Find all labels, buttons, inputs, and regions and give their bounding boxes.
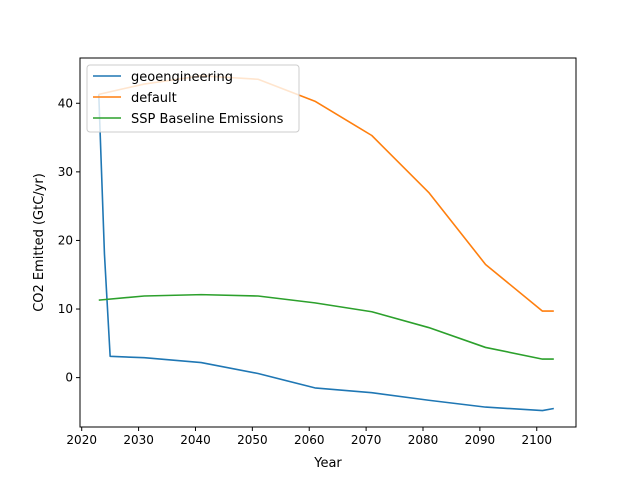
y-tick-label: 0 (65, 371, 73, 385)
x-axis-label: Year (313, 456, 342, 471)
x-tick-label: 2060 (294, 433, 325, 447)
plot-frame (79, 57, 577, 428)
legend-label-0: geoengineering (131, 70, 233, 85)
x-tick-label: 2100 (521, 433, 552, 447)
x-tick-label: 2080 (408, 433, 439, 447)
series-line-0 (97, 94, 554, 412)
legend-box (86, 64, 300, 133)
x-tick-label: 2070 (351, 433, 382, 447)
x-axis-ticks: 2020 2030 2040 2050 2060 2070 2080 2090 2100 (66, 427, 552, 447)
x-tick-label: 2090 (465, 433, 496, 447)
legend-label-2: SSP Baseline Emissions (131, 112, 284, 127)
x-tick-label: 2050 (237, 433, 268, 447)
y-tick-label: 40 (58, 96, 73, 110)
legend-label-1: default (131, 91, 177, 106)
series-line-2 (98, 293, 554, 360)
x-tick-label: 2030 (123, 433, 154, 447)
y-axis-label: CO2 Emitted (GtC/yr) (32, 173, 47, 312)
y-tick-label: 20 (58, 233, 73, 247)
x-tick-label: 2040 (180, 433, 211, 447)
y-axis-ticks: 0 10 20 30 40 (58, 96, 80, 385)
x-tick-label: 2020 (66, 433, 97, 447)
y-tick-label: 10 (58, 302, 73, 316)
y-tick-label: 30 (58, 165, 73, 179)
legend: geoengineering default SSP Baseline Emissi… (86, 64, 300, 133)
